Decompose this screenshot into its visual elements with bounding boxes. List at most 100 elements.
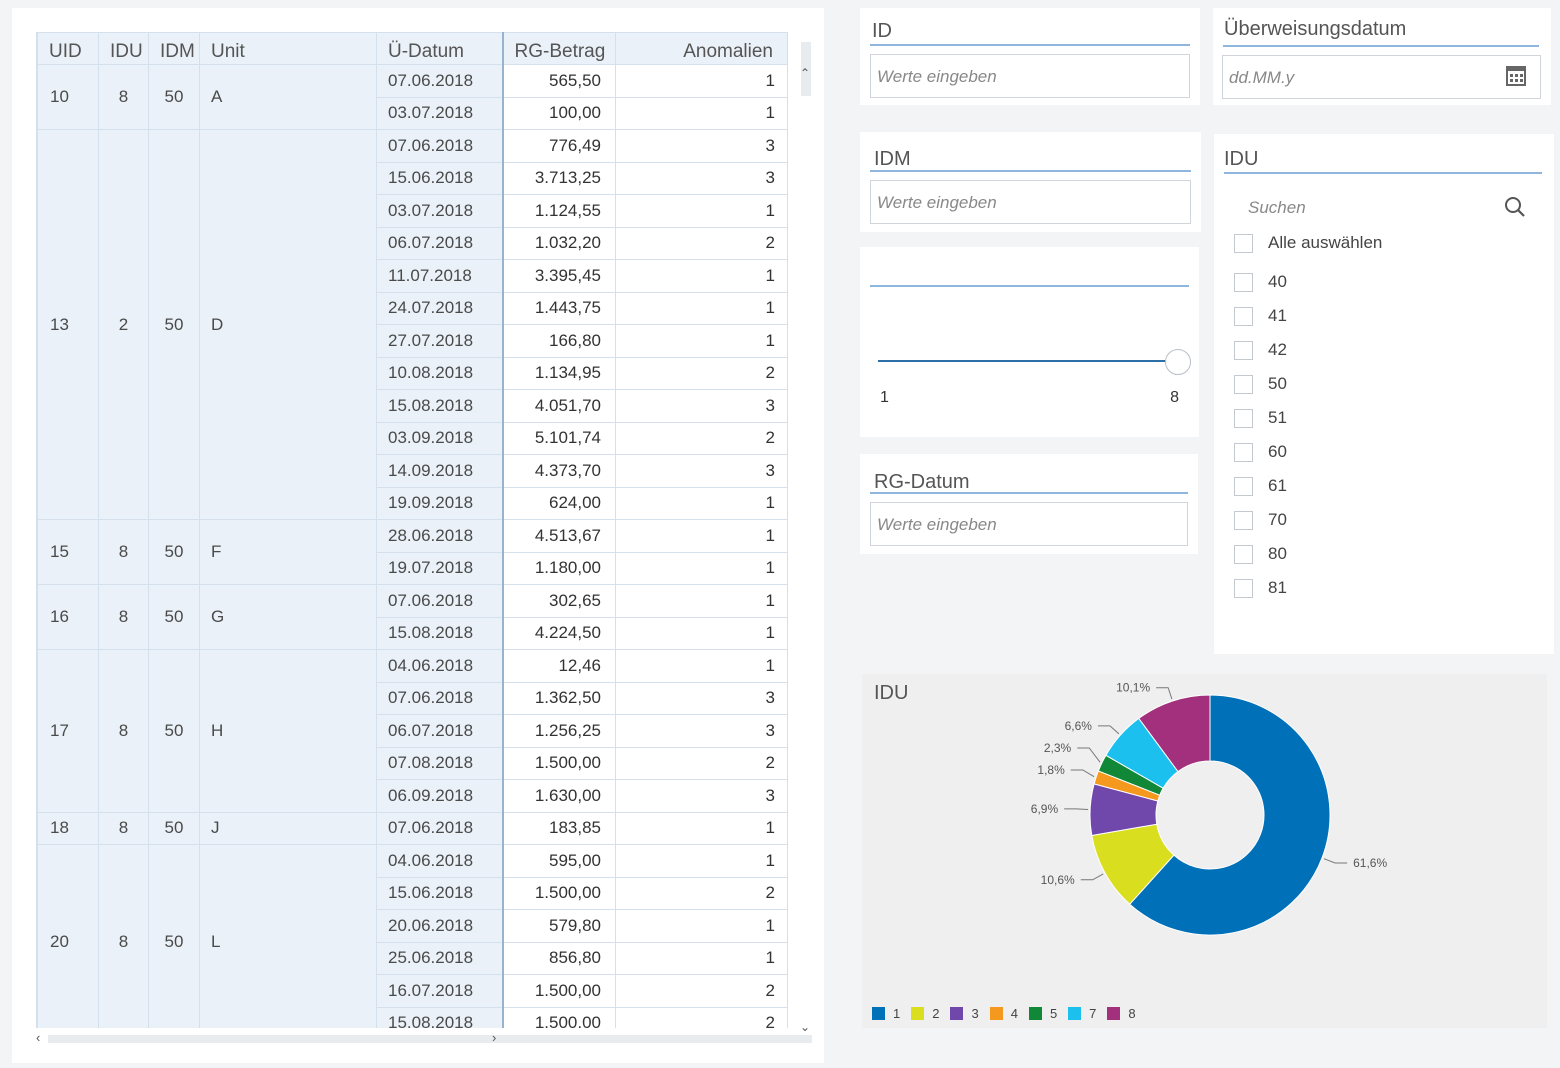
ue-datum-cell: 19.09.2018 (376, 486, 504, 520)
rg-betrag-cell: 1.134,95 (502, 356, 616, 390)
table-row: 07.08.2018 1.500,00 2 (38, 746, 788, 780)
anomalien-cell: 3 (615, 714, 788, 748)
slider-handle[interactable] (1165, 349, 1191, 375)
rg-betrag-cell: 3.395,45 (502, 259, 616, 293)
scroll-thumb[interactable] (801, 42, 811, 96)
header-idm[interactable]: IDM (148, 32, 200, 65)
idu-option-checkbox[interactable] (1234, 374, 1253, 394)
ue-datum-cell: 10.08.2018 (376, 356, 504, 390)
anomalien-cell: 3 (615, 389, 788, 423)
idu-option[interactable]: 70 (1234, 509, 1287, 531)
table-row: 16 8 50 G 07.06.2018 302,65 1 (37, 584, 788, 650)
slice-value-label: 6,9% (1031, 802, 1059, 816)
slice-value-label: 10,1% (1116, 681, 1150, 695)
idu-search-input[interactable]: Suchen (1248, 198, 1306, 217)
slice-value-label: 1,8% (1037, 763, 1065, 777)
slice-value-label: 10,6% (1041, 873, 1075, 887)
header-unit[interactable]: Unit (199, 32, 377, 65)
filter-idu: IDU Suchen Alle auswählen 40 41 42 50 51 60 61… (1214, 134, 1554, 654)
date-input[interactable]: dd.MM.y (1222, 55, 1541, 99)
legend-item[interactable]: 1 (872, 1006, 900, 1021)
idu-option-checkbox[interactable] (1234, 476, 1253, 496)
header-anomalien[interactable]: Anomalien (615, 32, 788, 65)
table-row: 25.06.2018 856,80 1 (38, 941, 788, 975)
idu-option-checkbox[interactable] (1234, 306, 1253, 326)
anomalien-cell: 1 (615, 616, 788, 650)
legend-swatch (950, 1007, 964, 1020)
anomalien-cell: 1 (615, 941, 788, 975)
idu-option[interactable]: 60 (1234, 441, 1287, 463)
rg-betrag-cell: 5.101,74 (502, 421, 616, 455)
vertical-scrollbar[interactable]: ⌃ ⌄ (800, 32, 812, 1034)
header-rg-betrag[interactable]: RG-Betrag (501, 32, 616, 65)
search-icon[interactable] (1504, 196, 1526, 218)
slider-track[interactable] (878, 360, 1177, 362)
idu-option-checkbox[interactable] (1234, 272, 1253, 292)
idm-cell: 50 (148, 844, 200, 1028)
table-row: 06.07.2018 1.032,20 2 (38, 226, 788, 260)
legend-item[interactable]: 8 (1107, 1006, 1136, 1021)
legend-item[interactable]: 2 (911, 1006, 939, 1021)
rg-betrag-cell: 166,80 (502, 324, 616, 358)
rg-betrag-cell: 624,00 (502, 486, 616, 520)
idu-option-checkbox[interactable] (1234, 408, 1253, 428)
legend-label: 4 (1010, 1006, 1018, 1021)
idu-option[interactable]: 51 (1234, 407, 1287, 429)
header-ue-datum[interactable]: Ü-Datum (376, 32, 503, 65)
table-row: 18 8 50 J 07.06.2018 183,85 1 (37, 811, 788, 845)
id-input[interactable]: Werte eingeben (870, 54, 1190, 98)
table-row: 15.06.2018 3.713,25 3 (38, 161, 788, 195)
idu-option[interactable]: 40 (1234, 271, 1287, 293)
idm-input[interactable]: Werte eingeben (870, 180, 1191, 224)
select-all-checkbox[interactable] (1234, 233, 1253, 253)
anomalien-cell: 3 (615, 454, 788, 488)
legend-item[interactable]: 4 (989, 1006, 1018, 1021)
rg-betrag-cell: 4.224,50 (502, 616, 616, 650)
idu-option-checkbox[interactable] (1234, 510, 1253, 530)
idu-option-checkbox[interactable] (1234, 340, 1253, 360)
horizontal-scrollbar[interactable]: ‹ › (36, 1030, 812, 1046)
scroll-up-icon[interactable]: ⌃ (800, 66, 811, 80)
idu-option-label: 81 (1268, 578, 1287, 597)
scroll-left-icon[interactable]: ‹ (36, 1030, 41, 1045)
idu-option[interactable]: 80 (1234, 543, 1287, 565)
rg-betrag-cell: 1.500,00 (502, 876, 616, 910)
idu-option-label: 40 (1268, 272, 1287, 291)
idu-option[interactable]: 41 (1234, 305, 1287, 327)
legend-item[interactable]: 5 (1028, 1006, 1057, 1021)
anomalien-cell: 1 (615, 519, 788, 553)
rg-betrag-cell: 100,00 (502, 96, 616, 130)
label-leader-line (1064, 808, 1089, 810)
legend-item[interactable]: 3 (950, 1006, 979, 1021)
donut-slice-8[interactable] (1138, 694, 1211, 773)
idu-option-checkbox[interactable] (1234, 578, 1253, 598)
header-idu[interactable]: IDU (98, 32, 149, 65)
rg-betrag-cell: 595,00 (502, 844, 616, 878)
header-uid[interactable]: UID (37, 32, 99, 65)
rg-datum-input[interactable]: Werte eingeben (870, 502, 1188, 546)
unit-cell: A (199, 64, 377, 130)
idu-option[interactable]: 42 (1234, 339, 1287, 361)
anomalien-cell: 3 (615, 681, 788, 715)
filter-rg-datum-title: RG-Datum (874, 471, 970, 493)
scroll-right-icon[interactable]: › (492, 1030, 497, 1045)
donut-slice-1[interactable] (1129, 694, 1331, 936)
idu-option-checkbox[interactable] (1234, 544, 1253, 564)
unit-cell: L (199, 844, 377, 1028)
idu-option-label: 42 (1268, 340, 1287, 359)
uid-cell: 13 (37, 129, 99, 520)
scroll-track[interactable] (48, 1035, 812, 1043)
ue-datum-cell: 07.08.2018 (376, 746, 504, 780)
scroll-down-icon[interactable]: ⌄ (800, 1020, 811, 1034)
idu-cell: 8 (98, 811, 149, 845)
legend-item[interactable]: 7 (1068, 1006, 1096, 1021)
idu-option[interactable]: 61 (1234, 475, 1287, 497)
idu-option[interactable]: 81 (1234, 577, 1287, 599)
calendar-icon[interactable] (1506, 66, 1526, 86)
table-row: 15.08.2018 1.500,00 2 (38, 1006, 788, 1028)
idu-option-label: 41 (1268, 306, 1287, 325)
unit-cell: G (199, 584, 377, 650)
idu-option[interactable]: 50 (1234, 373, 1287, 395)
select-all-option[interactable]: Alle auswählen (1234, 232, 1382, 254)
idu-option-checkbox[interactable] (1234, 442, 1253, 462)
